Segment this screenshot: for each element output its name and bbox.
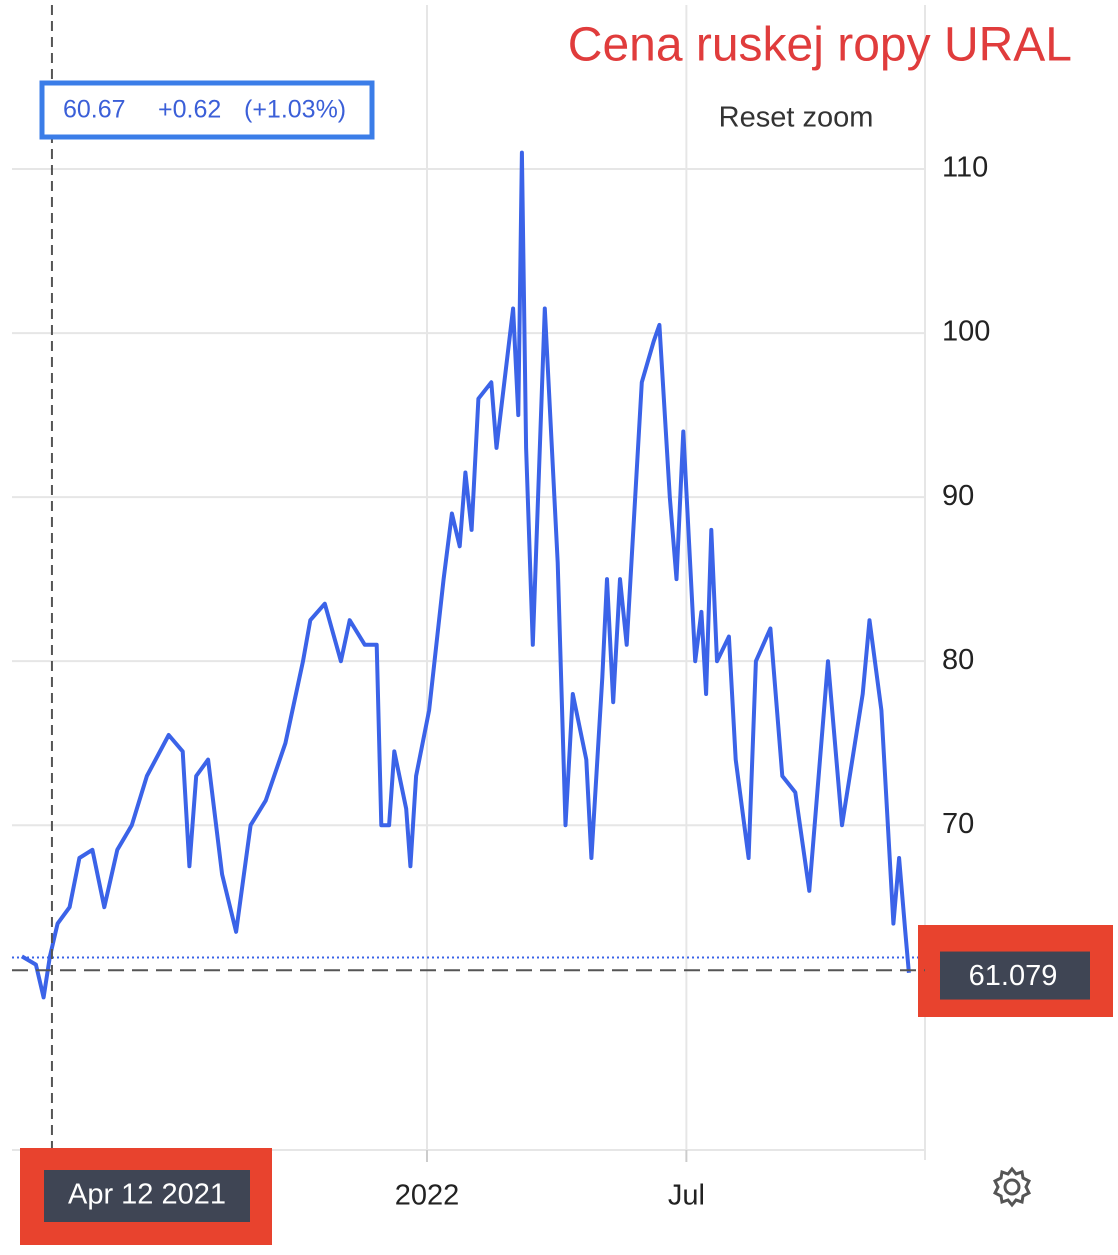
overlay: 61.079 Apr 12 2021 60.67 +0.62 (+1.03%): [12, 5, 1113, 1245]
last-price-box: [940, 951, 1090, 1000]
price-line: [20, 150, 911, 1000]
x-tick-label: Jul: [668, 1180, 705, 1212]
annotation: Cena ruskej ropy URAL: [568, 19, 1072, 72]
tooltip-value: 60.67: [63, 96, 126, 124]
x-tick-label: 2022: [395, 1180, 460, 1212]
y-tick-label: 70: [942, 808, 974, 840]
reset-zoom-button[interactable]: Reset zoom: [719, 102, 874, 134]
series: [20, 150, 911, 1000]
y-tick-label: 80: [942, 644, 974, 676]
settings-icon[interactable]: [992, 1166, 1032, 1208]
last-price-label: 61.079: [969, 960, 1058, 992]
crosshair-label-box: [44, 1170, 250, 1222]
y-tick-label: 90: [942, 480, 974, 512]
crosshair-label: Apr 12 2021: [68, 1179, 226, 1211]
grid: [12, 5, 925, 1162]
y-tick-label: 110: [942, 152, 988, 184]
y-tick-label: 100: [942, 316, 990, 348]
tooltip-change: +0.62: [158, 96, 221, 124]
tooltip-change-pct: (+1.03%): [244, 96, 346, 124]
tooltip-box: [39, 80, 375, 140]
